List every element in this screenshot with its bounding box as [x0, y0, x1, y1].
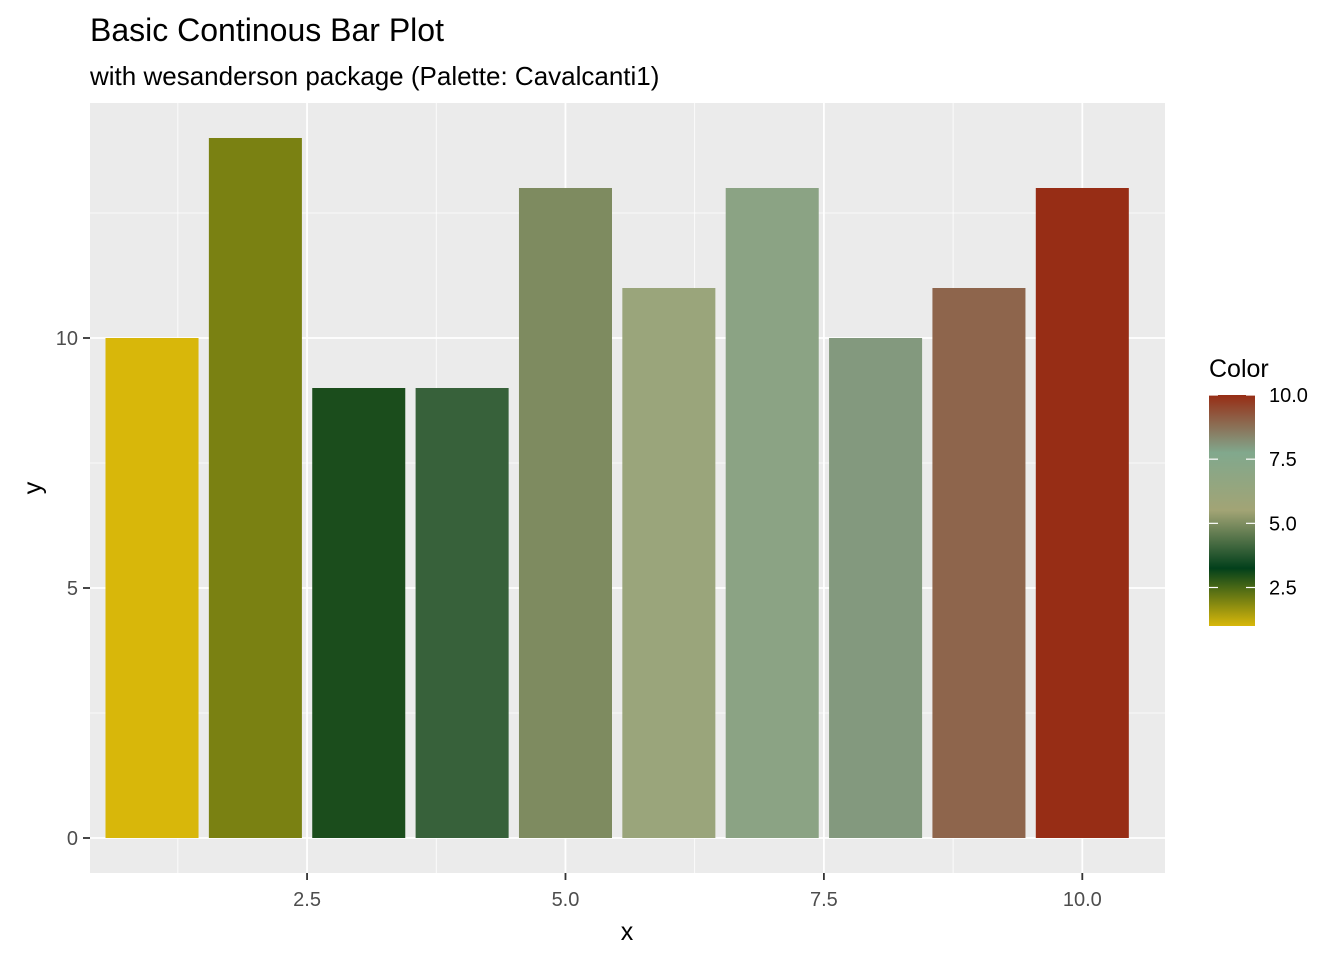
bar [518, 188, 612, 838]
bar [105, 338, 199, 838]
bar [1035, 188, 1129, 838]
legend-label: 7.5 [1269, 449, 1297, 471]
bar [932, 288, 1026, 838]
y-axis: 0 5 10 [56, 328, 90, 850]
bar [622, 288, 716, 838]
bar [415, 388, 509, 838]
x-tick-label: 5.0 [552, 889, 580, 911]
x-tick-label: 10.0 [1063, 889, 1102, 911]
x-axis: 2.5 5.0 7.5 10.0 [293, 873, 1102, 911]
x-axis-title: x [621, 918, 634, 946]
color-legend: Color 2.5 5.0 7.5 10.0 [1209, 355, 1308, 626]
chart-title: Basic Continous Bar Plot [90, 12, 444, 48]
legend-colorbar [1209, 395, 1255, 626]
legend-title: Color [1209, 355, 1269, 383]
legend-label: 2.5 [1269, 578, 1297, 600]
bar [725, 188, 819, 838]
y-tick-label: 10 [56, 328, 78, 350]
y-axis-title: y [19, 481, 47, 494]
legend-label: 10.0 [1269, 385, 1308, 407]
bars [105, 138, 1129, 838]
y-tick-label: 0 [67, 828, 78, 850]
x-tick-label: 2.5 [293, 889, 321, 911]
bar [208, 138, 302, 838]
legend-label: 5.0 [1269, 513, 1297, 535]
chart-subtitle: with wesanderson package (Palette: Caval… [89, 61, 659, 91]
x-tick-label: 7.5 [810, 889, 838, 911]
bar [312, 388, 406, 838]
y-tick-label: 5 [67, 578, 78, 600]
bar [829, 338, 923, 838]
